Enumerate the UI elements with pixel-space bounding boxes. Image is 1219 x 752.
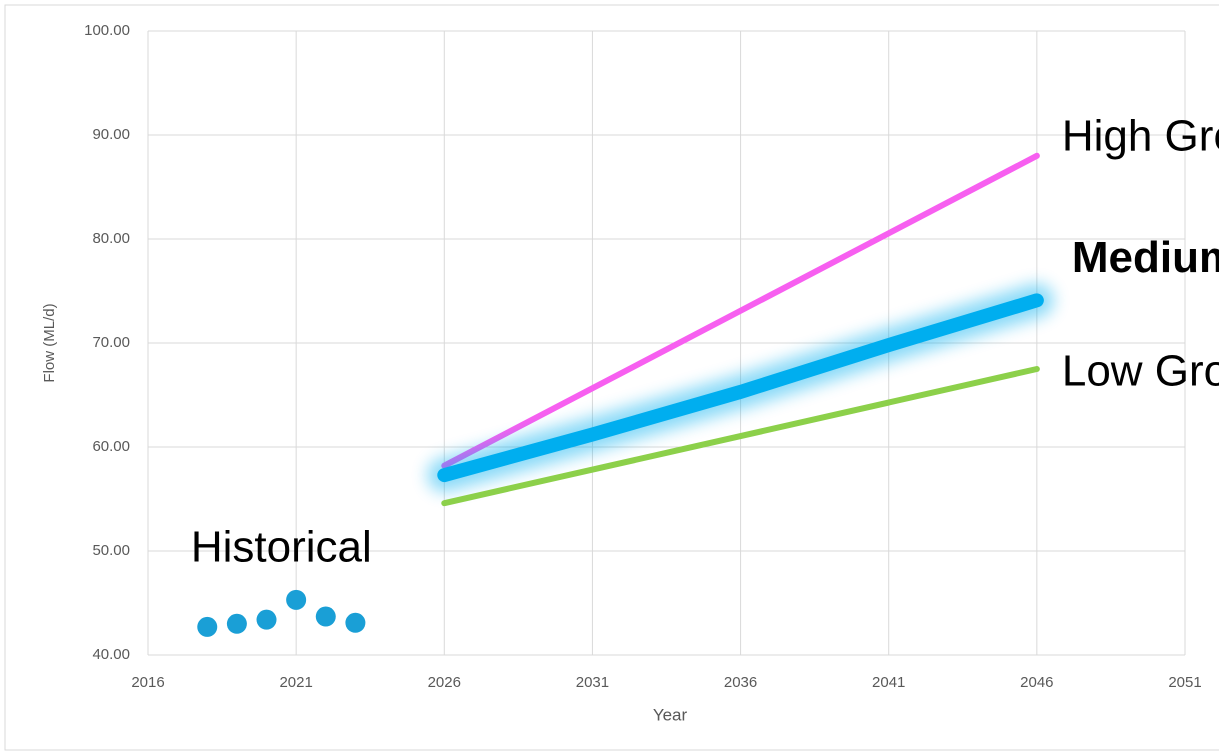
point [226,613,247,634]
y-tick-label: 100.00 [84,22,130,39]
y-tick-label: 60.00 [92,438,130,455]
line [437,293,1044,483]
x-tick-label: 2016 [131,674,164,691]
line [441,366,1040,507]
point [197,616,218,637]
point [256,609,277,630]
x-tick-label: 2021 [279,674,312,691]
x-tick-label: 2036 [724,674,757,691]
series-label: Low Growth [1062,347,1219,396]
series-label: High Growth [1062,111,1219,160]
point [315,606,336,627]
y-tick-label: 40.00 [92,646,130,663]
x-tick-label: 2026 [428,674,461,691]
y-tick-label: 80.00 [92,230,130,247]
point [345,612,366,633]
y-tick-label: 70.00 [92,334,130,351]
y-axis-title: Flow (ML/d) [41,303,58,382]
y-tick-label: 50.00 [92,542,130,559]
x-tick-label: 2051 [1168,674,1201,691]
series-label: Medium Growth [1072,233,1219,282]
y-tick-label: 90.00 [92,126,130,143]
x-axis-title: Year [653,705,688,724]
x-tick-label: 2041 [872,674,905,691]
series-label: Historical [191,523,372,572]
line [441,152,1040,469]
point [286,589,307,610]
x-tick-label: 2046 [1020,674,1053,691]
x-tick-label: 2031 [576,674,609,691]
